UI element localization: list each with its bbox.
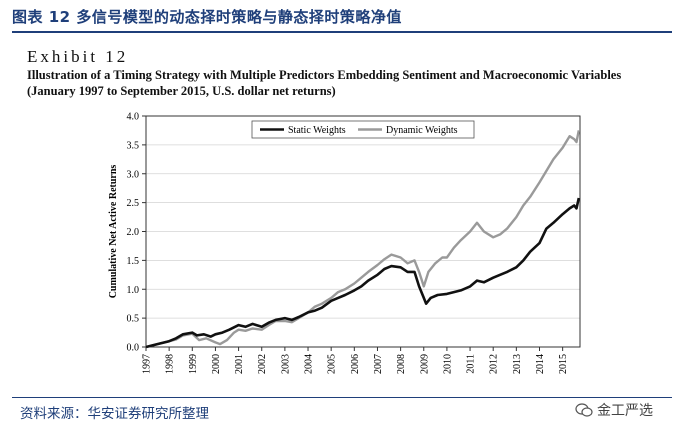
x-tick-label: 2010 bbox=[442, 354, 453, 374]
x-tick-label: 2001 bbox=[234, 354, 245, 374]
chart-subtitle-line2: (January 1997 to September 2015, U.S. do… bbox=[27, 84, 336, 98]
line-chart: 0.0 0.5 1.0 1.5 2.0 2.5 3.0 3.5 4.0 1997 1998 1999… bbox=[108, 112, 581, 374]
source-rule bbox=[12, 397, 672, 398]
y-tick-label: 4.0 bbox=[127, 112, 140, 123]
gridlines bbox=[146, 115, 580, 348]
y-tick-label: 2.5 bbox=[127, 198, 140, 209]
x-tick-label: 2003 bbox=[280, 354, 291, 374]
figure-title: 图表 12 多信号模型的动态择时策略与静态择时策略净值 bbox=[12, 8, 402, 26]
y-tick-label: 3.0 bbox=[127, 169, 140, 180]
x-tick-label: 2012 bbox=[489, 354, 500, 374]
watermark-text: 金工严选 bbox=[597, 403, 653, 419]
y-tick-label: 0.0 bbox=[127, 343, 140, 354]
y-tick-label: 1.5 bbox=[127, 256, 140, 267]
x-tick-label: 2009 bbox=[419, 354, 430, 374]
series-layer bbox=[145, 130, 581, 349]
watermark: 金工严选 bbox=[575, 400, 653, 420]
legend-label: Static Weights bbox=[288, 125, 346, 136]
chart-subtitle-line1: Illustration of a Timing Strategy with M… bbox=[27, 68, 622, 82]
y-axis-ticks: 0.0 0.5 1.0 1.5 2.0 2.5 3.0 3.5 4.0 bbox=[127, 112, 146, 354]
title-rule bbox=[12, 31, 672, 33]
x-tick-label: 2008 bbox=[396, 354, 407, 374]
x-tick-label: 2006 bbox=[350, 354, 361, 374]
legend-label: Dynamic Weights bbox=[386, 125, 458, 136]
x-tick-label: 1999 bbox=[188, 354, 199, 374]
x-tick-label: 2005 bbox=[327, 354, 338, 374]
series-line-dynamic-weights bbox=[145, 130, 580, 349]
x-tick-label: 2013 bbox=[512, 354, 523, 374]
x-tick-label: 1998 bbox=[165, 354, 176, 374]
x-tick-label: 2002 bbox=[257, 354, 268, 374]
wechat-icon bbox=[575, 403, 593, 417]
y-tick-label: 1.0 bbox=[127, 285, 140, 296]
x-tick-label: 2011 bbox=[466, 354, 477, 374]
source-note: 资料来源：华安证券研究所整理 bbox=[20, 406, 209, 422]
chart-legend: Static Weights Dynamic Weights bbox=[251, 120, 475, 139]
x-axis-ticks: 1997 1998 1999 2000 2001 2002 2003 2004 2005 2006… bbox=[142, 347, 569, 374]
series-line-static-weights bbox=[145, 197, 581, 349]
x-tick-label: 2007 bbox=[373, 354, 384, 374]
exhibit-label: Exhibit 12 bbox=[27, 47, 129, 66]
x-tick-label: 2015 bbox=[558, 354, 569, 374]
y-tick-label: 2.0 bbox=[127, 227, 140, 238]
y-tick-label: 3.5 bbox=[127, 140, 140, 151]
x-tick-label: 1997 bbox=[142, 354, 153, 374]
y-axis-label: Cumulative Net Active Returns bbox=[108, 165, 119, 299]
y-tick-label: 0.5 bbox=[127, 314, 140, 325]
x-tick-label: 2000 bbox=[211, 354, 222, 374]
x-tick-label: 2014 bbox=[535, 354, 546, 374]
x-tick-label: 2004 bbox=[304, 354, 315, 374]
